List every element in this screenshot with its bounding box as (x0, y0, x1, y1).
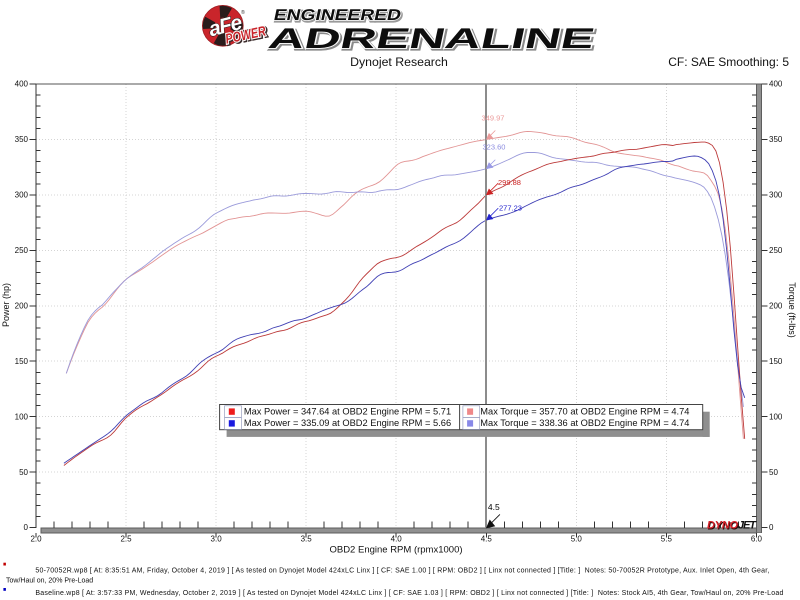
svg-text:0: 0 (769, 523, 774, 532)
svg-text:OBD2 Engine RPM (rpmx1000): OBD2 Engine RPM (rpmx1000) (329, 545, 462, 556)
svg-text:Power (hp): Power (hp) (1, 283, 11, 327)
svg-text:250: 250 (15, 246, 29, 255)
svg-text:2.0: 2.0 (30, 535, 42, 544)
svg-text:Max Power = 347.64 at OBD2 Eng: Max Power = 347.64 at OBD2 Engine RPM = … (244, 406, 451, 416)
svg-text:299.88: 299.88 (498, 178, 521, 187)
svg-text:6.0: 6.0 (751, 535, 763, 544)
svg-text:Baseline.wp8 [ At: 3:57:33 PM,: Baseline.wp8 [ At: 3:57:33 PM, Wednesday… (35, 590, 783, 597)
svg-text:2.5: 2.5 (120, 535, 132, 544)
svg-text:ENGINEERED: ENGINEERED (273, 8, 404, 25)
svg-text:100: 100 (15, 412, 29, 421)
svg-text:Max Torque = 357.70 at OBD2 En: Max Torque = 357.70 at OBD2 Engine RPM =… (480, 406, 689, 416)
svg-text:50: 50 (769, 468, 778, 477)
svg-text:JET: JET (738, 520, 757, 532)
svg-text:Max Power = 335.09 at OBD2 Eng: Max Power = 335.09 at OBD2 Engine RPM = … (244, 418, 451, 428)
svg-text:349.97: 349.97 (482, 114, 505, 123)
svg-text:323.60: 323.60 (483, 143, 506, 152)
svg-text:Torque (ft-lbs): Torque (ft-lbs) (787, 282, 797, 338)
svg-text:277.23: 277.23 (499, 204, 522, 213)
svg-text:150: 150 (769, 357, 783, 366)
svg-text:®: ® (241, 9, 245, 16)
svg-text:4.5: 4.5 (481, 535, 493, 544)
svg-text:150: 150 (15, 357, 29, 366)
svg-text:ADRENALINE: ADRENALINE (266, 23, 598, 55)
svg-text:350: 350 (769, 135, 783, 144)
svg-text:100: 100 (769, 412, 783, 421)
svg-text:50-70052R.wp8 [ At: 8:35:51 AM: 50-70052R.wp8 [ At: 8:35:51 AM, Friday, … (35, 568, 769, 575)
svg-text:200: 200 (15, 301, 29, 310)
svg-text:ENGINEERED: ENGINEERED (272, 7, 403, 24)
svg-text:DYNO: DYNO (707, 520, 738, 532)
svg-text:400: 400 (15, 80, 29, 89)
svg-text:5.0: 5.0 (571, 535, 583, 544)
svg-text:0: 0 (24, 523, 29, 532)
svg-text:3.5: 3.5 (301, 535, 313, 544)
svg-text:400: 400 (769, 80, 783, 89)
svg-text:3.0: 3.0 (211, 535, 223, 544)
svg-text:Tow/Haul on, 20% Pre-Load: Tow/Haul on, 20% Pre-Load (6, 578, 93, 585)
svg-text:200: 200 (769, 301, 783, 310)
svg-text:250: 250 (769, 246, 783, 255)
svg-text:DYNO: DYNO (708, 520, 739, 532)
svg-text:50: 50 (19, 468, 28, 477)
svg-text:Max Torque = 338.36 at OBD2 En: Max Torque = 338.36 at OBD2 Engine RPM =… (480, 418, 689, 428)
svg-text:Dynojet Research: Dynojet Research (350, 55, 448, 69)
svg-text:4.0: 4.0 (391, 535, 403, 544)
svg-text:5.5: 5.5 (661, 535, 673, 544)
svg-text:350: 350 (15, 135, 29, 144)
svg-text:ADRENALINE: ADRENALINE (267, 25, 599, 57)
svg-text:300: 300 (15, 191, 29, 200)
svg-text:CF: SAE Smoothing: 5: CF: SAE Smoothing: 5 (668, 55, 789, 69)
svg-text:300: 300 (769, 191, 783, 200)
svg-text:4.5: 4.5 (488, 502, 500, 512)
